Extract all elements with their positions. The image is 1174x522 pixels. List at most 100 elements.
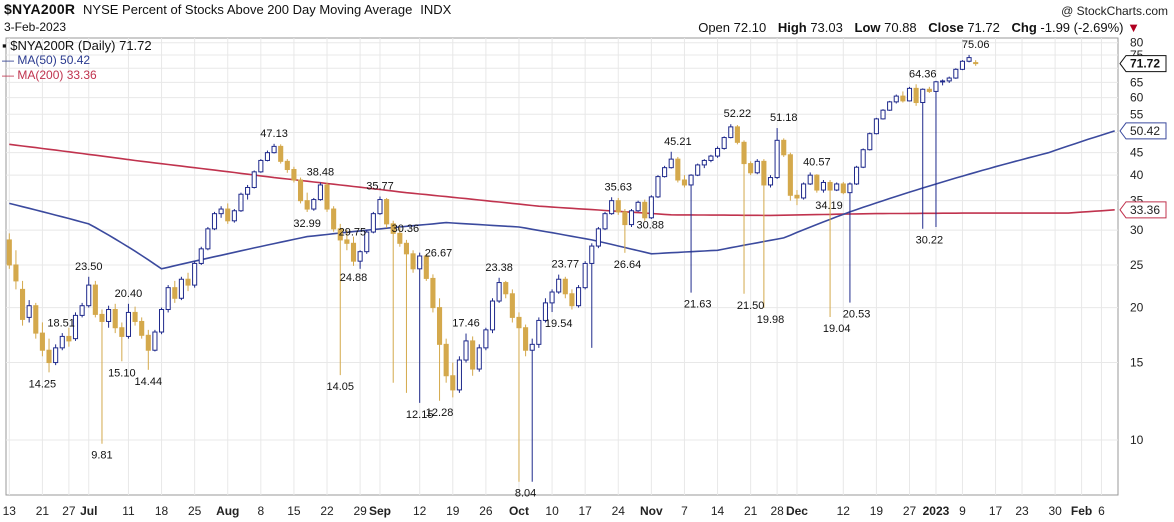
candle [575,285,582,308]
candle-body [311,199,317,210]
candle [284,159,290,173]
candle-body [278,145,284,162]
candle [211,211,218,231]
candle [549,289,555,313]
x-tick-label: Feb [1071,504,1092,518]
price-annotation: 21.63 [684,299,712,311]
candle [622,209,628,253]
candle-body [225,208,231,222]
value-flag-text: 33.36 [1130,203,1160,217]
candle-body [384,199,390,225]
y-tick-label: 15 [1130,356,1144,370]
price-annotation: 30.88 [637,220,665,232]
candle-body [357,251,363,262]
candle [377,196,383,215]
price-annotation: 30.22 [916,235,944,247]
candle-body [589,245,595,264]
legend-ma50: — MA(50) 50.42 [2,53,91,67]
legend-ma200: — MA(200) 33.36 [2,68,97,82]
candle [218,206,224,218]
candle-body [178,278,184,299]
x-tick-label: 27 [62,504,76,518]
x-tick-label: 26 [479,504,493,518]
candle [867,132,873,151]
x-tick-label: 21 [36,504,50,518]
candle [820,179,827,193]
candle [86,276,92,308]
candle-body [714,147,721,157]
candle [350,236,357,266]
candle-body [46,349,52,364]
candle [450,362,456,398]
price-annotation: 12.15 [406,409,434,421]
candle [615,197,621,215]
candle [496,277,502,303]
candle [602,211,608,231]
candle [781,138,787,157]
y-tick-label: 45 [1130,146,1144,160]
open-value: 72.10 [733,20,767,35]
candle [562,276,568,299]
candle-body [542,302,549,321]
candle [940,79,946,86]
candle-body [403,242,410,255]
symbol-label: $NYA200R [4,1,76,17]
candle-body [218,208,224,215]
candle-body [331,208,337,230]
price-annotation: 14.05 [326,381,354,393]
candle-body [807,174,813,185]
candle [258,159,264,173]
x-tick-label: 11 [122,504,135,518]
y-tick-label: 30 [1130,223,1144,237]
price-annotation: 26.64 [614,259,642,271]
candle [158,307,165,335]
candle-body [53,347,59,364]
candle [761,159,767,308]
candle-body [450,375,456,391]
candle [483,327,489,351]
y-tick-label: 60 [1130,91,1144,105]
candle [344,230,350,251]
candle [19,280,26,326]
price-annotation: 23.50 [75,261,103,273]
candle [139,317,145,339]
x-tick-label: 8 [257,504,264,518]
price-annotation: 52.22 [724,108,752,120]
x-tick-label: 17 [578,504,592,518]
x-tick-label: 24 [612,504,626,518]
x-tick-label: 23 [1015,504,1029,518]
price-annotation: 30.36 [392,223,420,235]
candle-body [602,213,608,230]
candle [417,252,423,403]
candle-body [509,293,515,318]
candle-body [628,210,635,226]
candle-body [443,343,449,377]
candle-body [13,264,19,282]
candle [198,246,204,265]
candle-body [516,316,522,329]
candle [873,117,879,135]
candle [714,146,721,158]
price-annotation: 40.57 [803,156,831,168]
candle-body [801,183,807,199]
candle [384,197,390,228]
candle-body [145,334,151,351]
candle [794,190,800,206]
candle-body [231,210,237,222]
candle [734,125,740,145]
candle-body [873,118,879,135]
candle-body [271,145,277,154]
candle [132,306,138,326]
candle [192,261,198,288]
candle-body [953,68,959,79]
candle-body [291,169,297,181]
candle-body [66,335,72,342]
candle [443,338,449,383]
candle-body [853,166,860,185]
x-tick-label: 2023 [923,504,950,518]
candle [834,182,840,192]
candle [79,302,85,318]
candle-body [973,62,979,65]
candle [754,159,760,175]
candle [205,226,211,251]
